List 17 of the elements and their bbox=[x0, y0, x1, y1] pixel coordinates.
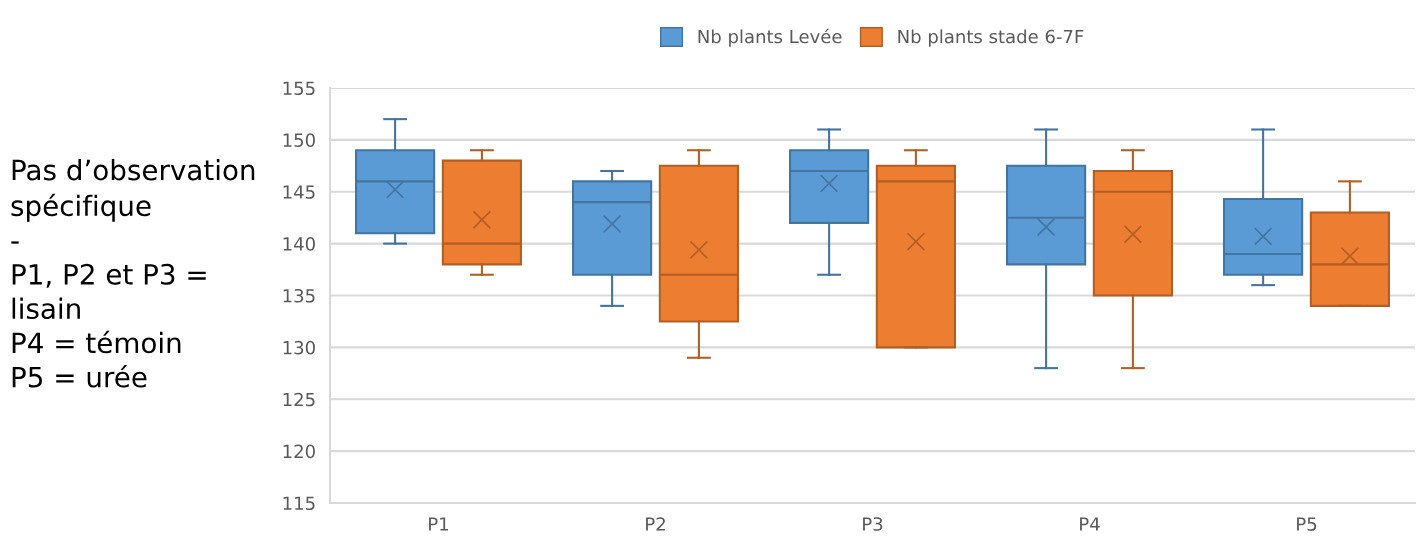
y-tick-label: 135 bbox=[283, 288, 315, 303]
x-tick-label: P3 bbox=[863, 517, 883, 531]
x-tick-label: P4 bbox=[1080, 517, 1100, 531]
y-tick-label: 155 bbox=[283, 81, 315, 96]
y-tick-label: 145 bbox=[283, 185, 315, 199]
x-tick-label: P1 bbox=[429, 517, 449, 531]
legend-label: Nb plants stade 6-7F bbox=[898, 29, 1084, 47]
x-tick-label: P5 bbox=[1297, 517, 1317, 531]
y-tick-label: 115 bbox=[283, 496, 315, 511]
text: Pas d’observation spécifique - P1, P2 et P3 = lisain P4 = témoin P5 = urée bbox=[11, 158, 255, 388]
y-tick-label: 140 bbox=[283, 237, 315, 251]
y-tick-label: 130 bbox=[283, 340, 315, 355]
y-tick-label: 125 bbox=[283, 392, 315, 407]
x-tick-label: P2 bbox=[646, 517, 665, 531]
y-tick-label: 150 bbox=[283, 133, 315, 147]
legend-label: Nb plants Levée bbox=[698, 28, 842, 47]
y-tick-label: 120 bbox=[283, 444, 315, 459]
